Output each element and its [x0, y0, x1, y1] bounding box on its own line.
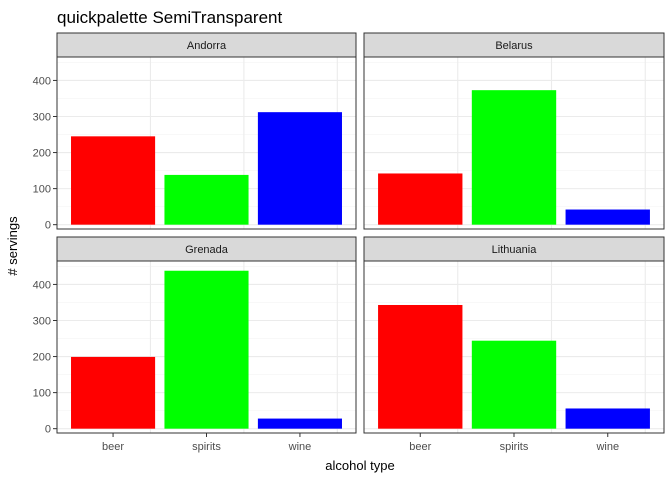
bar-beer [71, 136, 156, 225]
x-tick-label: spirits [192, 441, 221, 453]
x-tick-label: wine [288, 441, 312, 453]
x-tick-label: spirits [500, 441, 529, 453]
y-tick-label: 100 [33, 184, 51, 196]
bar-wine [257, 418, 342, 429]
facet-strip-label: Andorra [187, 40, 227, 52]
bar-wine [565, 408, 650, 429]
bar-beer [378, 173, 463, 225]
panel-border [56, 56, 357, 230]
bar-beer [378, 304, 463, 429]
x-tick-label: beer [409, 441, 431, 453]
y-tick-label: 400 [33, 279, 51, 291]
panel-border [363, 56, 665, 230]
bar-spirits [471, 90, 557, 225]
x-tick-label: wine [595, 441, 619, 453]
x-axis-title: alcohol type [325, 458, 394, 473]
y-tick-label: 0 [45, 220, 51, 232]
facet-strip [363, 236, 665, 262]
chart-title: quickpalette SemiTransparent [57, 8, 282, 27]
y-tick-label: 200 [33, 352, 51, 364]
bar-spirits [471, 340, 557, 429]
bar-beer [71, 356, 156, 429]
bar-wine [565, 209, 650, 225]
bar-wine [257, 112, 342, 225]
y-tick-label: 200 [33, 148, 51, 160]
facet-strip [56, 32, 357, 58]
facet-strip-label: Grenada [185, 244, 229, 256]
facet-panel-belarus: Belarus [363, 32, 665, 230]
y-axis-title: # servings [5, 216, 20, 276]
facet-strip-label: Lithuania [492, 244, 538, 256]
bar-spirits [164, 174, 249, 225]
facet-strip [363, 32, 665, 58]
facet-panels: Andorra 0 100 200 300 400 Belarus Grenada 0 100 20… [33, 32, 665, 453]
y-tick-label: 300 [33, 111, 51, 123]
y-tick-label: 300 [33, 315, 51, 327]
facet-panel-grenada: Grenada 0 100 200 300 400 beer spirits wine [33, 236, 357, 453]
facet-strip [56, 236, 357, 262]
bar-spirits [164, 270, 249, 429]
facet-strip-label: Belarus [495, 40, 533, 52]
y-tick-label: 400 [33, 75, 51, 87]
facet-panel-andorra: Andorra 0 100 200 300 400 [33, 32, 357, 232]
facet-panel-lithuania: Lithuania beer spirits wine [363, 236, 665, 453]
y-tick-label: 100 [33, 388, 51, 400]
x-tick-label: beer [102, 441, 124, 453]
y-tick-label: 0 [45, 424, 51, 436]
